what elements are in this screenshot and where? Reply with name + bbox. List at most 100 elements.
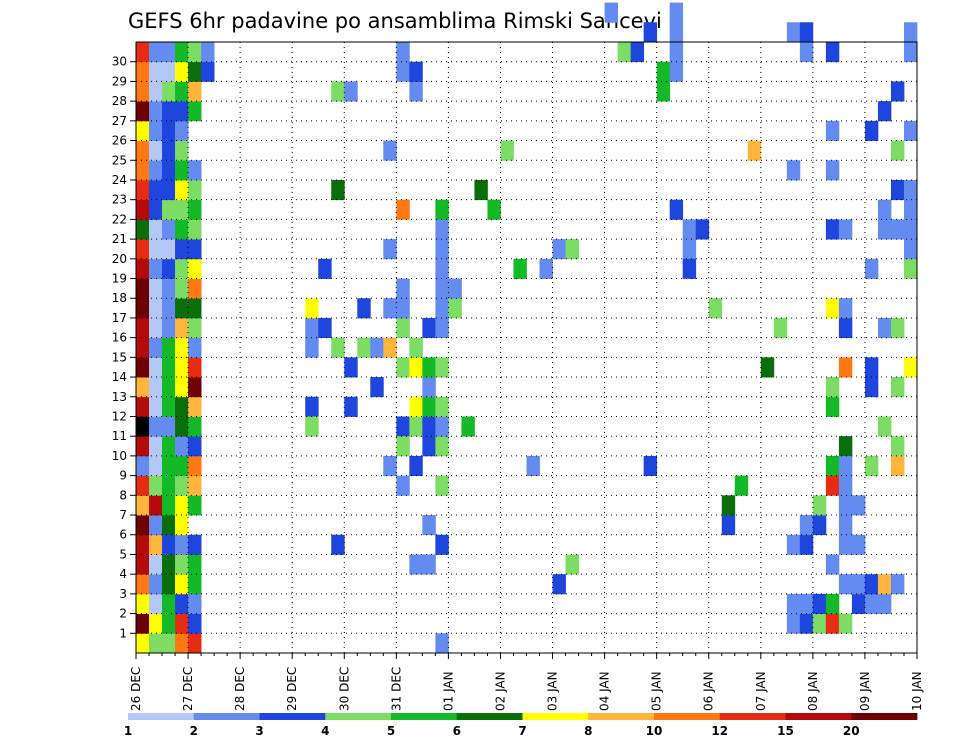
heatmap-cell <box>370 377 384 398</box>
heatmap-cell <box>136 199 150 220</box>
heatmap-cell <box>136 495 150 516</box>
heatmap-cell <box>175 81 189 102</box>
heatmap-cell <box>162 278 176 299</box>
heatmap-cell <box>136 475 150 496</box>
colorbar-label: 3 <box>255 724 263 738</box>
heatmap-cell <box>682 219 697 240</box>
y-tick-label: 12 <box>112 409 127 423</box>
heatmap-cell <box>175 140 189 161</box>
y-tick-label: 15 <box>112 350 127 364</box>
heatmap-cell <box>149 120 163 141</box>
heatmap-cell <box>461 416 475 437</box>
heatmap-cell <box>435 436 449 457</box>
heatmap-cell <box>864 120 879 141</box>
heatmap-cell <box>669 61 684 82</box>
heatmap-cell <box>136 120 150 141</box>
heatmap-cell <box>136 239 150 260</box>
heatmap-cell <box>162 396 176 417</box>
heatmap-cell <box>409 337 423 358</box>
heatmap-cell <box>149 396 163 417</box>
heatmap-cell <box>149 298 163 319</box>
heatmap-cell <box>149 534 163 555</box>
y-tick-label: 20 <box>112 252 127 266</box>
heatmap-cell <box>175 42 189 63</box>
heatmap-cell <box>890 455 905 477</box>
heatmap-cell <box>396 436 410 457</box>
heatmap-cell <box>409 455 423 477</box>
y-tick-label: 18 <box>112 291 127 305</box>
y-tick-label: 10 <box>112 449 127 463</box>
heatmap-cell <box>162 160 176 181</box>
heatmap-cell <box>799 613 814 634</box>
heatmap-cell <box>825 593 840 614</box>
heatmap-cell <box>773 317 788 339</box>
heatmap-cell <box>838 495 853 516</box>
heatmap-cell <box>331 534 345 555</box>
heatmap-cell <box>903 199 918 220</box>
heatmap-cell <box>825 160 840 181</box>
heatmap-cell <box>383 337 397 358</box>
y-tick-label: 26 <box>112 134 127 148</box>
heatmap-cell <box>890 179 905 201</box>
x-tick-label: 03 JAN <box>546 671 560 711</box>
heatmap-cell <box>305 416 319 437</box>
heatmap-cell <box>149 475 163 496</box>
heatmap-cell <box>175 554 189 575</box>
colorbar-label: 1 <box>124 724 132 738</box>
heatmap-cell <box>786 22 801 43</box>
heatmap-cell <box>877 101 892 122</box>
heatmap-cell <box>149 613 163 634</box>
heatmap-cell <box>162 120 176 141</box>
heatmap-cell <box>422 554 436 575</box>
heatmap-cell <box>162 534 176 555</box>
heatmap-cell <box>630 42 645 63</box>
heatmap-cell <box>188 593 202 614</box>
heatmap-cell <box>838 534 853 555</box>
heatmap-cell <box>149 436 163 457</box>
y-tick-label: 23 <box>112 193 127 207</box>
heatmap-cell <box>162 357 176 378</box>
heatmap-cells <box>136 2 918 654</box>
heatmap-cell <box>305 317 319 339</box>
heatmap-cell <box>708 298 723 319</box>
heatmap-cell <box>136 593 150 614</box>
heatmap-cell <box>175 495 189 516</box>
heatmap-cell <box>136 278 150 299</box>
heatmap-cell <box>188 199 202 220</box>
heatmap-cell <box>136 534 150 555</box>
heatmap-cell <box>162 475 176 496</box>
heatmap-cell <box>435 633 449 654</box>
heatmap-cell <box>422 396 436 417</box>
heatmap-cell <box>838 298 853 319</box>
heatmap-cell <box>409 396 423 417</box>
heatmap-cell <box>201 42 215 63</box>
heatmap-cell <box>851 495 866 516</box>
heatmap-cell <box>149 593 163 614</box>
heatmap-cell <box>890 377 905 398</box>
heatmap-cell <box>175 396 189 417</box>
y-tick-label: 16 <box>112 331 127 345</box>
heatmap-cell <box>149 574 163 595</box>
heatmap-cell <box>331 179 345 201</box>
heatmap-cell <box>383 239 397 260</box>
y-tick-label: 9 <box>119 469 127 483</box>
heatmap-cell <box>136 377 150 398</box>
heatmap-cell <box>383 455 397 477</box>
heatmap-cell <box>383 298 397 319</box>
heatmap-cell <box>162 337 176 358</box>
heatmap-cell <box>188 337 202 358</box>
heatmap-cell <box>344 396 358 417</box>
heatmap-cell <box>422 377 436 398</box>
heatmap-cell <box>422 317 436 339</box>
heatmap-cell <box>188 61 202 82</box>
heatmap-cell <box>136 515 150 536</box>
heatmap-cell <box>474 179 488 201</box>
heatmap-cell <box>162 239 176 260</box>
heatmap-cell <box>838 357 853 378</box>
heatmap-cell <box>786 613 801 634</box>
heatmap-cell <box>448 278 462 299</box>
y-tick-label: 11 <box>112 429 127 443</box>
heatmap-cell <box>188 613 202 634</box>
heatmap-cell <box>786 160 801 181</box>
heatmap-cell <box>175 574 189 595</box>
